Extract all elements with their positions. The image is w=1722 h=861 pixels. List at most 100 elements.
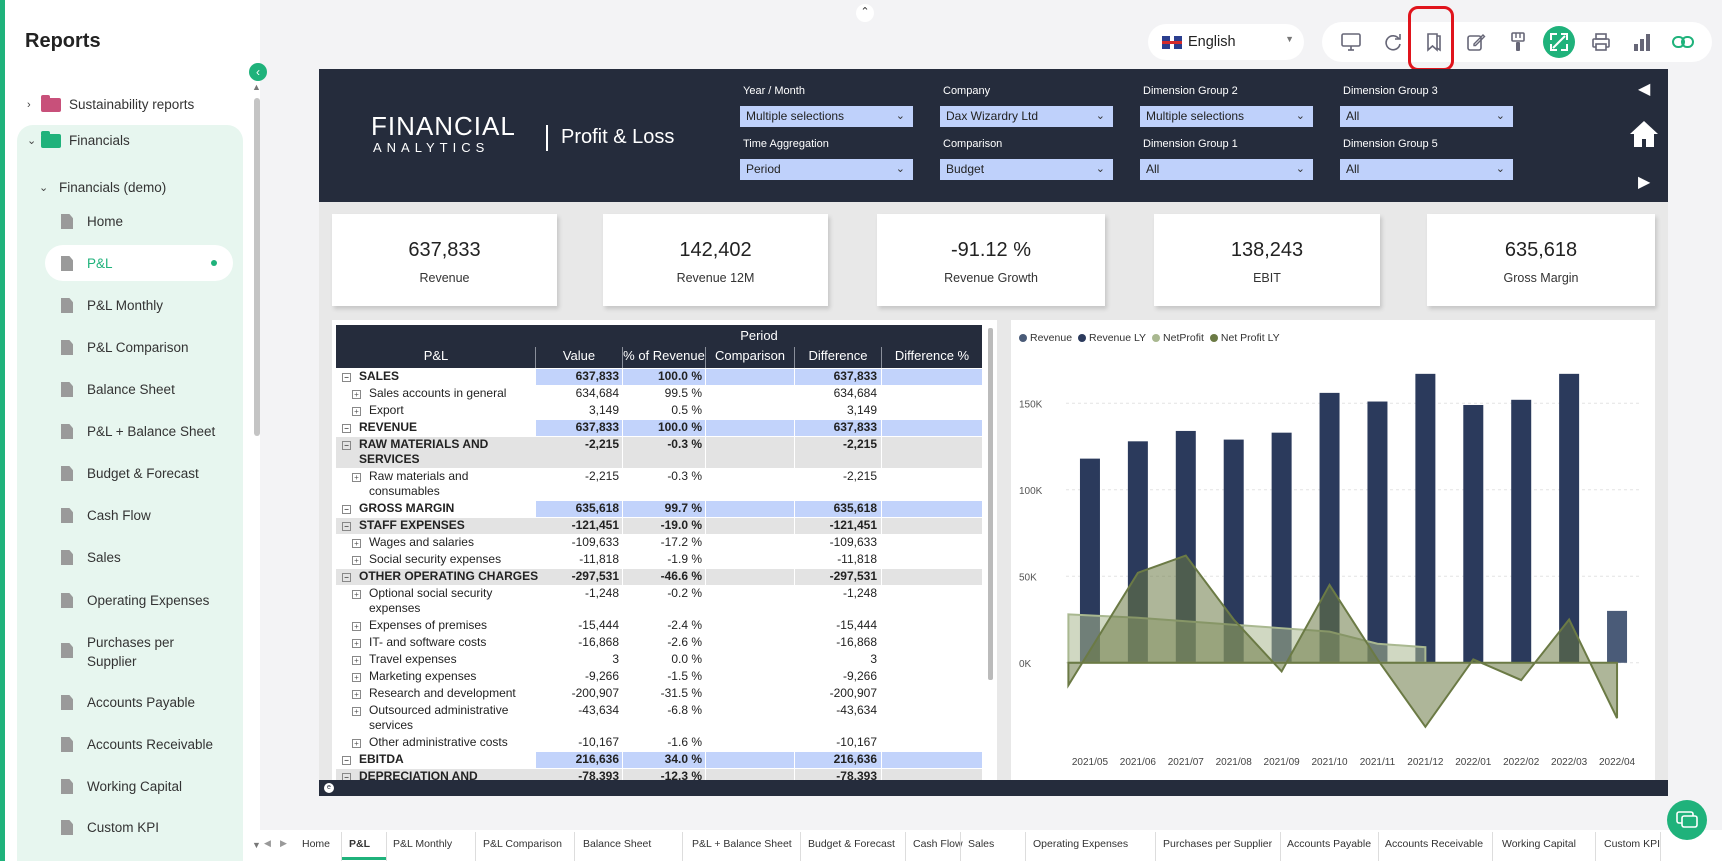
bookmark-icon[interactable]	[1423, 31, 1445, 53]
collapse-topbar-button[interactable]: ⌃	[856, 4, 874, 22]
collapse-toggle-icon[interactable]: −	[342, 441, 351, 450]
legend-item-revenue-ly[interactable]: Revenue LY	[1078, 332, 1146, 344]
info-icon[interactable]: e	[324, 783, 334, 793]
sidebar-item-accounts-receivable[interactable]: Accounts Receivable	[61, 737, 213, 752]
sidebar-item-pl-balance-sheet[interactable]: P&L + Balance Sheet	[61, 424, 215, 439]
expand-toggle-icon[interactable]: +	[352, 473, 361, 482]
page-tab[interactable]: Working Capital	[1502, 838, 1576, 850]
collapse-toggle-icon[interactable]: −	[342, 573, 351, 582]
sidebar-item-pl-comparison[interactable]: P&L Comparison	[61, 340, 189, 355]
refresh-icon[interactable]	[1382, 31, 1404, 53]
page-tab[interactable]: Sales	[968, 838, 995, 850]
paint-brush-icon[interactable]	[1507, 31, 1529, 53]
table-row[interactable]: − EBITDA 216,636 34.0 % 216,636	[336, 752, 982, 769]
collapse-toggle-icon[interactable]: −	[342, 756, 351, 765]
previous-page-icon[interactable]: ◀	[1638, 81, 1651, 98]
sidebar-item-purchases-supplier[interactable]: Purchases per Supplier	[61, 633, 174, 671]
legend-item-net-profit-ly[interactable]: Net Profit LY	[1209, 332, 1280, 344]
expand-toggle-icon[interactable]: +	[352, 673, 361, 682]
bar-chart-icon[interactable]	[1631, 31, 1653, 53]
expand-toggle-icon[interactable]: +	[352, 622, 361, 631]
scroll-up-icon[interactable]: ▲	[252, 82, 261, 92]
table-row[interactable]: − STAFF EXPENSES -121,451 -19.0 % -121,451	[336, 518, 982, 535]
expand-toggle-icon[interactable]: +	[352, 656, 361, 665]
slicer-dim-group-5[interactable]: All ⌄	[1340, 159, 1513, 180]
legend-item-netprofit[interactable]: NetProfit	[1152, 332, 1204, 344]
page-tab[interactable]: P&L Comparison	[483, 838, 562, 850]
page-tab[interactable]: Balance Sheet	[583, 838, 652, 850]
page-tab[interactable]: P&L Monthly	[393, 838, 453, 850]
table-row[interactable]: − GROSS MARGIN 635,618 99.7 % 635,618	[336, 501, 982, 518]
page-tab[interactable]: P&L	[349, 838, 370, 850]
slicer-comparison[interactable]: Budget ⌄	[940, 159, 1113, 180]
sidebar-item-financials[interactable]: ⌄ Financials	[27, 130, 130, 148]
sidebar-item-accounts-payable[interactable]: Accounts Payable	[61, 695, 195, 710]
page-tab[interactable]: Purchases per Supplier	[1163, 838, 1273, 850]
home-icon[interactable]	[1628, 119, 1660, 149]
sidebar-item-operating-expenses[interactable]: Operating Expenses	[61, 593, 209, 608]
collapse-toggle-icon[interactable]: −	[342, 373, 351, 382]
sidebar-item-sustainability[interactable]: › Sustainability reports	[27, 94, 194, 112]
print-icon[interactable]	[1590, 31, 1612, 53]
table-row[interactable]: + Raw materials and consumables -2,215 -0.3 …	[336, 469, 982, 501]
sidebar-item-pl-monthly[interactable]: P&L Monthly	[61, 298, 163, 313]
tab-scroll-left-icon[interactable]: ◀	[264, 838, 271, 848]
column-header-difference-pct[interactable]: Difference %	[894, 348, 970, 363]
chat-button[interactable]	[1667, 800, 1707, 840]
sidebar-item-custom-kpi[interactable]: Custom KPI	[61, 820, 159, 835]
table-row[interactable]: + Wages and salaries -109,633 -17.2 % -109,6…	[336, 535, 982, 552]
table-scrollbar[interactable]	[988, 328, 993, 680]
table-row[interactable]: + Other administrative costs -10,167 -1.6 %…	[336, 735, 982, 752]
column-header-difference[interactable]: Difference	[808, 348, 868, 363]
table-row[interactable]: + Sales accounts in general 634,684 99.5 % 6…	[336, 386, 982, 403]
scroll-down-icon[interactable]: ▼	[252, 840, 261, 850]
table-row[interactable]: − RAW MATERIALS AND SERVICES -2,215 -0.3 % -2…	[336, 437, 982, 469]
page-tab[interactable]: Operating Expenses	[1033, 838, 1129, 850]
slicer-time-aggregation[interactable]: Period ⌄	[740, 159, 913, 180]
sidebar-item-balance-sheet[interactable]: Balance Sheet	[61, 382, 175, 397]
expand-toggle-icon[interactable]: +	[352, 539, 361, 548]
slicer-dim-group-3[interactable]: All ⌄	[1340, 106, 1513, 127]
table-row[interactable]: − OTHER OPERATING CHARGES -297,531 -46.6 % -…	[336, 569, 982, 586]
expand-toggle-icon[interactable]: +	[352, 590, 361, 599]
sidebar-item-financials-demo[interactable]: ⌄ Financials (demo)	[39, 180, 166, 195]
table-row[interactable]: + Research and development -200,907 -31.5 %…	[336, 686, 982, 703]
expand-toggle-icon[interactable]: +	[352, 739, 361, 748]
expand-toggle-icon[interactable]: +	[352, 556, 361, 565]
link-icon[interactable]	[1672, 31, 1694, 53]
sidebar-scrollbar[interactable]: ▲ ▼	[252, 82, 261, 852]
slicer-year-month[interactable]: Multiple selections ⌄	[740, 106, 913, 127]
sidebar-item-budget-forecast[interactable]: Budget & Forecast	[61, 466, 199, 481]
tab-scroll-right-icon[interactable]: ▶	[280, 838, 287, 848]
page-tab[interactable]: Accounts Receivable	[1385, 838, 1484, 850]
table-row[interactable]: + Expenses of premises -15,444 -2.4 % -15,44…	[336, 618, 982, 635]
page-tab[interactable]: Budget & Forecast	[808, 838, 895, 850]
expand-toggle-icon[interactable]: +	[352, 707, 361, 716]
page-tab[interactable]: Home	[302, 838, 331, 850]
table-row[interactable]: − REVENUE 637,833 100.0 % 637,833	[336, 420, 982, 437]
slicer-company[interactable]: Dax Wizardry Ltd ⌄	[940, 106, 1113, 127]
sidebar-item-cash-flow[interactable]: Cash Flow	[61, 508, 151, 523]
table-row[interactable]: + Optional social security expenses -1,248 -…	[336, 586, 982, 618]
column-header-pct-revenue[interactable]: % of Revenue	[623, 348, 705, 363]
expand-toggle-icon[interactable]: +	[352, 690, 361, 699]
legend-item-revenue[interactable]: Revenue	[1019, 332, 1072, 344]
collapse-toggle-icon[interactable]: −	[342, 522, 351, 531]
table-row[interactable]: + Export 3,149 0.5 % 3,149	[336, 403, 982, 420]
language-select[interactable]: English ▼	[1148, 24, 1304, 60]
scrollbar-thumb[interactable]	[254, 98, 260, 436]
table-row[interactable]: + Social security expenses -11,818 -1.9 % -1…	[336, 552, 982, 569]
edit-icon[interactable]	[1465, 31, 1487, 53]
sidebar-item-working-capital[interactable]: Working Capital	[61, 779, 182, 794]
expand-toggle-icon[interactable]: +	[352, 390, 361, 399]
sidebar-item-pl[interactable]: P&L	[61, 256, 113, 271]
collapse-sidebar-button[interactable]: ‹	[249, 63, 267, 81]
next-page-icon[interactable]: ▶	[1638, 174, 1651, 191]
table-row[interactable]: + Marketing expenses -9,266 -1.5 % -9,266	[336, 669, 982, 686]
collapse-toggle-icon[interactable]: −	[342, 505, 351, 514]
collapse-toggle-icon[interactable]: −	[342, 424, 351, 433]
table-row[interactable]: − SALES 637,833 100.0 % 637,833	[336, 369, 982, 386]
sidebar-item-sales[interactable]: Sales	[61, 550, 121, 565]
expand-toggle-icon[interactable]: +	[352, 407, 361, 416]
page-tab[interactable]: Accounts Payable	[1287, 838, 1372, 850]
